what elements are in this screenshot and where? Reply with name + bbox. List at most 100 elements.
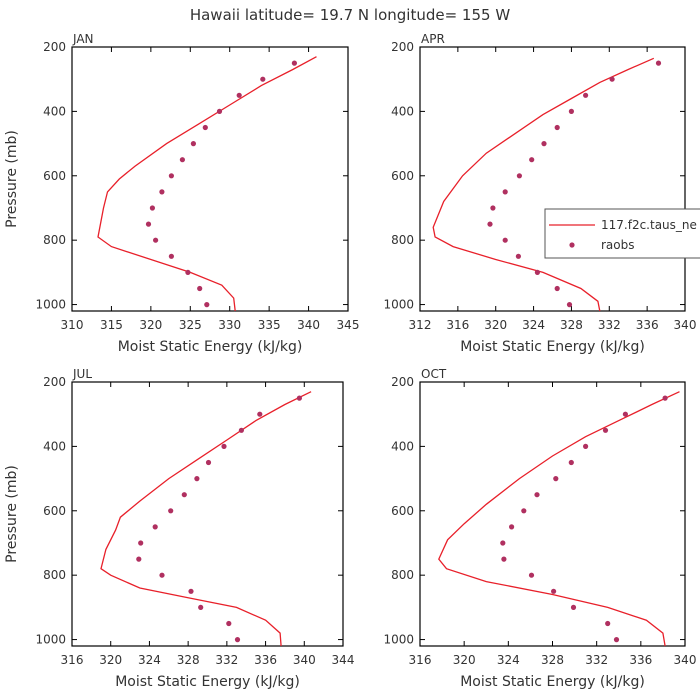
obs-point — [221, 443, 227, 449]
x-tick-label: 310 — [61, 318, 84, 332]
obs-point — [260, 76, 266, 82]
x-tick-label: 320 — [484, 318, 507, 332]
y-tick-label: 1000 — [383, 633, 414, 647]
y-tick-label: 400 — [391, 439, 414, 453]
panel-label: APR — [421, 32, 445, 46]
panel-apr: APR 312 316 320 324 328 332 336 340 200 400 600 800 1… — [383, 32, 696, 355]
y-tick-label: 600 — [391, 504, 414, 518]
model-series-line — [438, 391, 680, 647]
obs-point — [168, 508, 174, 514]
y-axis-label: Pressure (mb) — [4, 465, 20, 563]
panel-label: JUL — [72, 367, 92, 381]
y-tick-label: 1000 — [383, 298, 414, 312]
x-tick-label: 340 — [674, 318, 697, 332]
y-tick-label: 800 — [43, 568, 66, 582]
obs-point — [226, 620, 232, 627]
y-tick-label: 200 — [43, 375, 66, 389]
obs-point — [602, 427, 609, 433]
obs-point — [568, 459, 574, 466]
y-tick-label: 200 — [43, 40, 66, 54]
y-tick-label: 800 — [43, 233, 66, 247]
obs-point — [159, 189, 165, 195]
x-tick-label: 336 — [636, 318, 659, 332]
obs-point — [234, 637, 241, 643]
obs-point — [159, 572, 165, 578]
x-tick-label: 345 — [337, 318, 360, 332]
panel-label: JAN — [72, 32, 94, 46]
y-tick-label: 600 — [391, 169, 414, 183]
obs-point — [515, 253, 522, 259]
obs-point — [554, 124, 560, 131]
obs-point — [257, 411, 263, 417]
panel-oct: OCT 316 320 324 328 332 336 340 200 400 600 800 1000… — [383, 367, 696, 690]
y-tick-label: 1000 — [35, 298, 66, 312]
y-tick-label: 400 — [43, 104, 66, 118]
x-tick-label: 328 — [177, 653, 200, 667]
obs-point — [583, 443, 589, 449]
x-tick-label: 316 — [446, 318, 469, 332]
obs-point — [185, 269, 191, 275]
obs-point — [516, 173, 523, 179]
plot-frame — [71, 381, 344, 647]
x-tick-label: 324 — [497, 653, 520, 667]
x-tick-label: 320 — [453, 653, 476, 667]
obs-point — [190, 141, 196, 147]
y-tick-label: 400 — [43, 439, 66, 453]
obs-point — [534, 492, 540, 498]
obs-point — [188, 588, 194, 594]
obs-point — [216, 108, 223, 114]
obs-point — [236, 92, 242, 98]
legend-obs-label: raobs — [601, 238, 635, 252]
obs-point — [204, 302, 210, 308]
obs-point — [655, 60, 662, 66]
obs-point — [553, 476, 559, 482]
x-tick-label: 325 — [179, 318, 202, 332]
obs-point — [568, 108, 575, 114]
x-tick-label: 312 — [409, 318, 432, 332]
obs-point — [609, 76, 615, 82]
y-tick-label: 200 — [391, 40, 414, 54]
x-tick-label: 340 — [297, 318, 320, 332]
panel-jul: JUL 316 320 324 328 332 336 340 344 200 400 600 800 1… — [4, 367, 354, 690]
panels: JAN 310 315 320 325 330 335 340 345 200 400 600 800 1… — [4, 32, 696, 690]
obs-point — [570, 604, 577, 611]
x-tick-label: 315 — [100, 318, 123, 332]
obs-point — [529, 157, 535, 163]
figure-title: Hawaii latitude= 19.7 N longitude= 155 W — [190, 6, 510, 24]
obs-point — [149, 205, 155, 211]
x-tick-label: 330 — [218, 318, 241, 332]
x-tick-label: 328 — [560, 318, 583, 332]
plot-frame — [71, 46, 349, 312]
obs-point — [541, 141, 547, 147]
obs-point — [534, 269, 541, 275]
x-tick-label: 320 — [99, 653, 122, 667]
obs-point — [138, 540, 144, 546]
x-tick-label: 316 — [61, 653, 84, 667]
obs-point — [179, 157, 185, 163]
y-tick-label: 800 — [391, 568, 414, 582]
obs-point — [501, 556, 507, 562]
obs-point — [202, 124, 208, 131]
x-tick-label: 335 — [258, 318, 281, 332]
obs-point — [566, 302, 573, 308]
obs-point — [551, 588, 557, 594]
panel-jan: JAN 310 315 320 325 330 335 340 345 200 400 600 800 1… — [4, 32, 359, 355]
obs-point — [168, 173, 174, 179]
x-tick-label: 340 — [674, 653, 697, 667]
x-tick-label: 320 — [139, 318, 162, 332]
obs-point — [136, 556, 142, 562]
x-axis-label: Moist Static Energy (kJ/kg) — [115, 674, 300, 690]
y-tick-label: 600 — [43, 169, 66, 183]
obs-point — [181, 492, 187, 498]
obs-point — [197, 285, 203, 292]
y-tick-label: 1000 — [35, 633, 66, 647]
obs-point — [509, 524, 515, 530]
obs-point — [145, 221, 152, 227]
panel-label: OCT — [421, 367, 447, 381]
y-tick-label: 200 — [391, 375, 414, 389]
obs-point — [153, 237, 159, 243]
y-axis-label: Pressure (mb) — [4, 130, 20, 228]
x-tick-label: 328 — [541, 653, 564, 667]
obs-point — [528, 572, 535, 578]
